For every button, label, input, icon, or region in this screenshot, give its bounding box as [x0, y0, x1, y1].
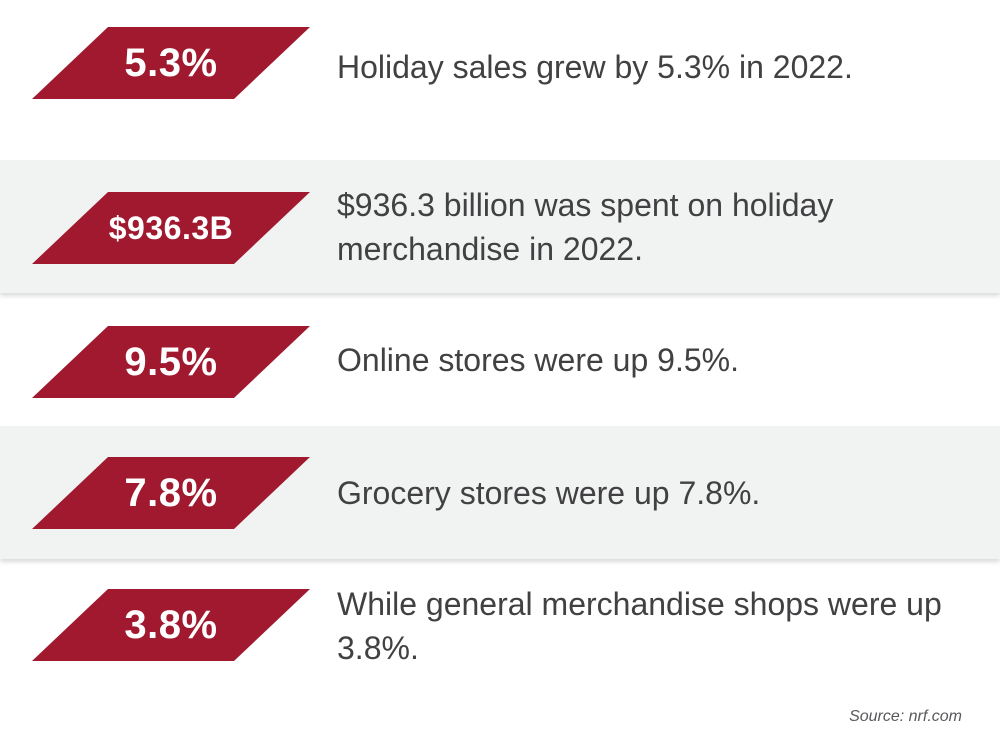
stat-row-3: 9.5% Online stores were up 9.5%.	[0, 293, 1000, 426]
parallelogram-shape	[32, 326, 310, 398]
stat-description: Online stores were up 9.5%.	[337, 341, 739, 378]
stat-row-4: 7.8% Grocery stores were up 7.8%.	[0, 426, 1000, 559]
stat-badge: 5.3%	[32, 27, 310, 99]
parallelogram-shape	[32, 192, 310, 264]
stat-value: 9.5%	[124, 340, 218, 384]
parallelogram-shape	[32, 457, 310, 529]
stat-badge: 9.5%	[32, 326, 310, 398]
stat-description: Holiday sales grew by 5.3% in 2022.	[337, 48, 853, 85]
stat-badge: 7.8%	[32, 457, 310, 529]
stat-row-1: 5.3% Holiday sales grew by 5.3% in 2022.	[0, 0, 1000, 133]
stat-description: $936.3 billion was spent on holiday merc…	[337, 186, 834, 267]
stat-description: Grocery stores were up 7.8%.	[337, 474, 761, 511]
stat-row-5: 3.8% While general merchandise shops wer…	[0, 559, 1000, 692]
source-credit: Source: nrf.com	[849, 708, 962, 725]
stat-description: While general merchandise shops were up …	[337, 585, 942, 666]
stat-value: 7.8%	[124, 471, 218, 515]
stat-badge: 3.8%	[32, 589, 310, 661]
stat-row-2: $936.3B $936.3 billion was spent on holi…	[0, 160, 1000, 293]
stat-value: 5.3%	[124, 41, 218, 85]
parallelogram-shape	[32, 27, 310, 99]
stat-badge: $936.3B	[32, 192, 310, 264]
stat-value: 3.8%	[124, 603, 218, 647]
parallelogram-shape	[32, 589, 310, 661]
stat-value: $936.3B	[108, 210, 234, 246]
